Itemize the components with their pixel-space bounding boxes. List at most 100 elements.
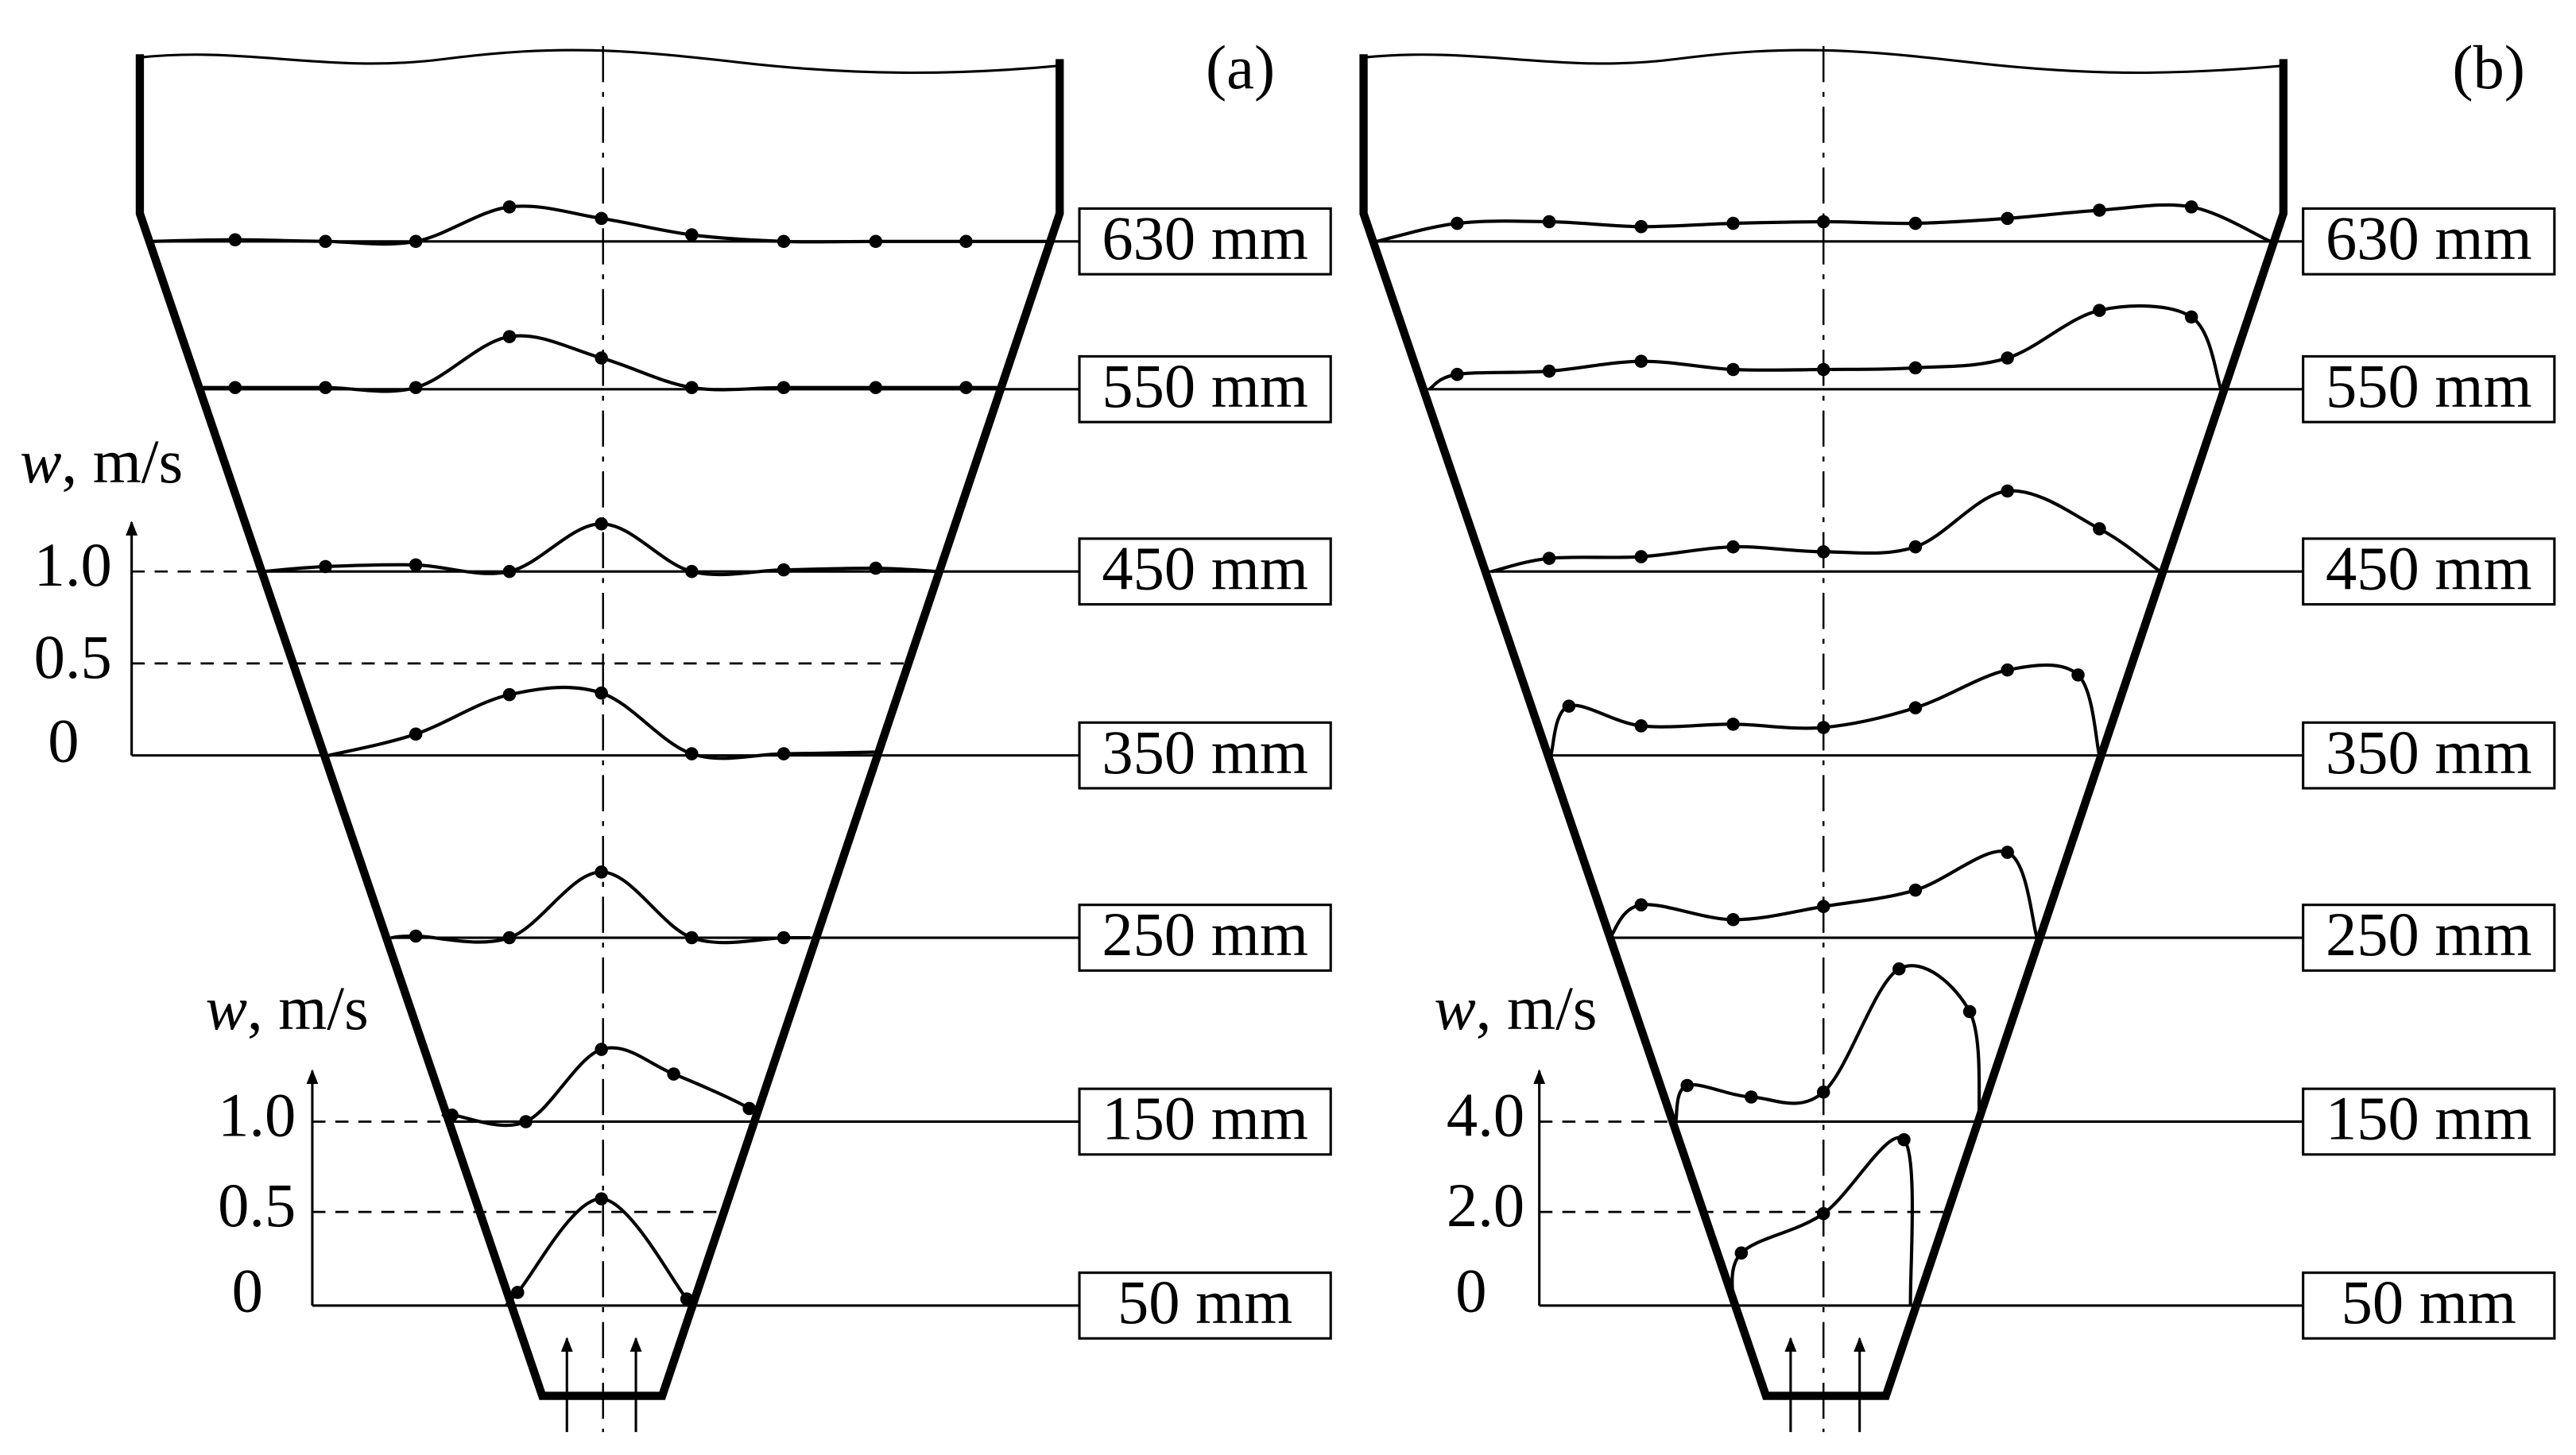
profile-point — [1562, 699, 1576, 713]
free-surface — [1363, 48, 2284, 75]
level-box — [1078, 537, 1332, 606]
profile-point — [409, 558, 423, 572]
profile-point — [519, 1115, 533, 1128]
profile-point — [595, 517, 608, 531]
velocity-profile — [1491, 489, 2162, 574]
profile-point — [1451, 216, 1464, 230]
velocity-profile — [1549, 663, 2101, 757]
profile-point — [1634, 354, 1648, 368]
axis-title: w, m/s — [20, 427, 183, 496]
profile-point — [742, 1101, 756, 1116]
velocity-profile — [505, 1197, 696, 1310]
tick-label: 0 — [1455, 1256, 1486, 1325]
tick-label: 0 — [48, 706, 79, 775]
wall — [1359, 54, 2288, 1400]
profile-point — [1542, 551, 1556, 565]
profile-point — [319, 381, 332, 394]
profile-point — [1726, 362, 1740, 377]
velocity-profile — [1730, 1136, 1915, 1306]
tick-label: 2.0 — [1447, 1171, 1524, 1240]
axis-symbol: w — [20, 427, 61, 496]
profile-point — [2071, 668, 2085, 682]
profile-point — [409, 727, 423, 741]
level-label: 50 mm — [2342, 1267, 2516, 1337]
profile-point — [2001, 484, 2014, 498]
axis-unit: , m/s — [61, 427, 183, 496]
level-label: 550 mm — [1102, 351, 1308, 420]
level-box — [1078, 1271, 1332, 1340]
tick-label: 4.0 — [1447, 1080, 1524, 1149]
level-box — [2302, 354, 2556, 424]
axis-symbol: w — [206, 973, 247, 1043]
velocity-profile — [262, 522, 937, 577]
profile-point — [1816, 721, 1830, 734]
level-box — [1078, 904, 1332, 972]
profile-point — [409, 929, 423, 943]
profile-point — [1892, 962, 1906, 976]
profile-point — [2184, 310, 2198, 324]
profile-point — [228, 233, 242, 246]
profile-point — [1816, 362, 1830, 377]
profile-point — [445, 1108, 459, 1122]
profile-point — [502, 330, 517, 343]
level-box — [2302, 1271, 2556, 1340]
profile-point — [1816, 215, 1830, 229]
profile-point — [2093, 203, 2106, 217]
level-label: 350 mm — [1102, 718, 1308, 787]
profile-point — [1816, 1085, 1830, 1099]
tick-label: 0.5 — [218, 1171, 296, 1240]
profile-point — [1962, 1004, 1977, 1019]
level-label: 630 mm — [1102, 203, 1308, 273]
profile-point — [319, 234, 332, 249]
level-label: 550 mm — [2326, 351, 2532, 420]
profile-point — [502, 564, 517, 579]
profile-point — [1816, 1206, 1830, 1221]
axis-unit: , m/s — [1476, 973, 1598, 1043]
level-label: 450 mm — [1102, 533, 1308, 602]
profile-point — [959, 234, 973, 249]
profile-point — [1726, 913, 1740, 927]
profile-point — [1634, 550, 1648, 563]
level-box — [1078, 354, 1332, 424]
level-box — [1078, 721, 1332, 790]
level-label: 250 mm — [2326, 900, 2532, 969]
level-label: 150 mm — [1102, 1084, 1308, 1153]
profile-point — [595, 351, 608, 365]
profile-point — [777, 381, 791, 394]
profile-point — [1634, 898, 1648, 911]
tick-label: 0.5 — [34, 622, 112, 691]
level-box — [1078, 1087, 1332, 1156]
profile-point — [595, 686, 608, 700]
velocity-profile — [390, 870, 811, 945]
level-box — [2302, 721, 2556, 790]
profile-point — [595, 211, 608, 226]
profile-point — [595, 1192, 608, 1205]
axis-title: w, m/s — [206, 973, 369, 1043]
profile-point — [1745, 1090, 1758, 1104]
profile-point — [2001, 846, 2014, 859]
level-label: 250 mm — [1102, 900, 1308, 969]
profile-point — [2001, 351, 2014, 365]
profile-point — [502, 931, 517, 945]
axis-unit: , m/s — [247, 973, 369, 1043]
level-label: 150 mm — [2326, 1084, 2532, 1153]
panel-b: 630 mm 550 mm 450 mm 350 mm 250 mm 150 mm 50 m… — [1359, 33, 2556, 1433]
level-label: 350 mm — [2326, 718, 2532, 787]
profile-point — [1542, 364, 1556, 378]
profile-point — [1908, 540, 1923, 554]
level-box — [2302, 904, 2556, 972]
profile-point — [595, 865, 608, 879]
panel-label: (a) — [1206, 33, 1275, 102]
profile-point — [2184, 200, 2198, 214]
profile-point — [1908, 701, 1923, 714]
profile-point — [1726, 718, 1740, 731]
profile-point — [1816, 545, 1830, 559]
profile-point — [680, 1292, 694, 1306]
level-box — [2302, 207, 2556, 276]
profile-point — [1451, 367, 1464, 381]
free-surface — [139, 48, 1060, 75]
profile-point — [685, 564, 699, 579]
profile-point — [1908, 216, 1923, 230]
profile-point — [1634, 219, 1648, 234]
axis-title: w, m/s — [1434, 973, 1597, 1043]
